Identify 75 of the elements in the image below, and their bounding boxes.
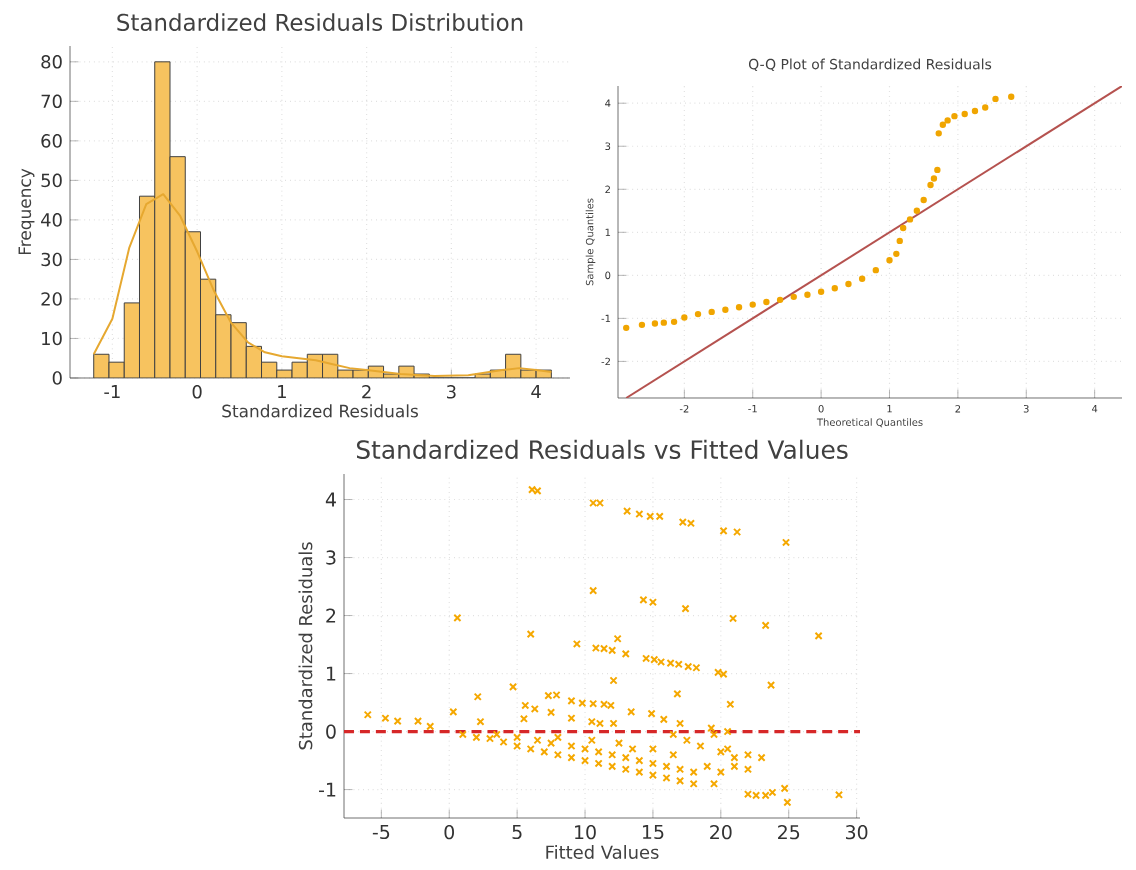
x-tick-label: 20	[710, 825, 732, 840]
point	[722, 306, 729, 313]
point	[896, 237, 903, 245]
point	[831, 285, 838, 292]
y-tick-label: 60	[41, 134, 62, 148]
point	[735, 304, 743, 311]
point	[913, 207, 921, 214]
y-tick-label: 20	[41, 292, 62, 306]
x-tick-label: 30	[846, 825, 868, 840]
point	[982, 104, 989, 111]
x-tick-label: 15	[642, 825, 664, 840]
point	[920, 196, 927, 204]
point	[776, 296, 784, 304]
point	[971, 107, 979, 115]
point	[749, 301, 756, 308]
point	[763, 298, 770, 306]
point	[934, 166, 941, 174]
chart-title: Standardized Residuals vs Fitted Values	[356, 439, 848, 459]
x-tick-label: 2	[362, 385, 371, 399]
point	[694, 310, 702, 318]
point	[845, 280, 852, 288]
point	[670, 318, 678, 326]
point	[681, 314, 688, 321]
point	[886, 257, 893, 264]
x-tick-label: 4	[531, 385, 541, 399]
y-tick-label: 30	[41, 252, 62, 267]
x-tick-label: 25	[778, 825, 800, 840]
line-series	[92, 193, 553, 378]
point	[858, 275, 866, 282]
x-tick-label: 0	[444, 825, 454, 840]
point	[638, 321, 646, 329]
y-tick-label: 50	[41, 173, 62, 188]
point	[951, 112, 958, 120]
y-tick-label: 0	[52, 371, 62, 385]
point	[1008, 93, 1015, 100]
point	[992, 95, 999, 103]
x-tick-label: 1	[278, 385, 286, 399]
x-tick-label: 0	[192, 385, 202, 399]
point	[623, 324, 630, 332]
y-axis-title: Frequency	[18, 168, 35, 255]
y-tick-label: 70	[41, 94, 62, 109]
point	[930, 175, 938, 182]
y-tick-label: 2	[326, 608, 336, 623]
point	[939, 121, 947, 128]
point	[817, 288, 825, 295]
point	[906, 216, 914, 223]
x-tick-label: -1	[104, 385, 120, 399]
point	[944, 117, 951, 124]
y-tick-label: 0	[326, 724, 336, 739]
x-tick-label: -5	[372, 825, 390, 840]
point	[804, 291, 811, 298]
point	[872, 266, 880, 274]
x-tick-label: 10	[575, 825, 596, 840]
x-tick-label: 3	[447, 385, 456, 399]
y-tick-label: 3	[326, 550, 336, 565]
y-axis-title: Standardized Residuals	[298, 542, 313, 750]
chart-title: Standardized Residuals Distribution	[117, 13, 523, 31]
point	[790, 293, 797, 301]
point	[651, 320, 659, 327]
point	[893, 250, 900, 258]
y-tick-label: 4	[325, 492, 336, 507]
y-tick-label: 40	[41, 213, 62, 227]
y-tick-label: 10	[42, 331, 62, 346]
point	[927, 181, 934, 189]
x-axis-title: Fitted Values	[546, 845, 659, 859]
y-tick-label: 1	[327, 666, 336, 681]
y-tick-label: -1	[319, 782, 336, 797]
point	[899, 224, 907, 232]
point	[660, 319, 668, 326]
x-tick-label: 5	[512, 825, 522, 840]
point	[961, 110, 968, 118]
x-axis-title: Standardized Residuals	[222, 404, 418, 418]
point	[935, 130, 942, 137]
point	[708, 308, 715, 316]
y-tick-label: 80	[41, 55, 62, 69]
